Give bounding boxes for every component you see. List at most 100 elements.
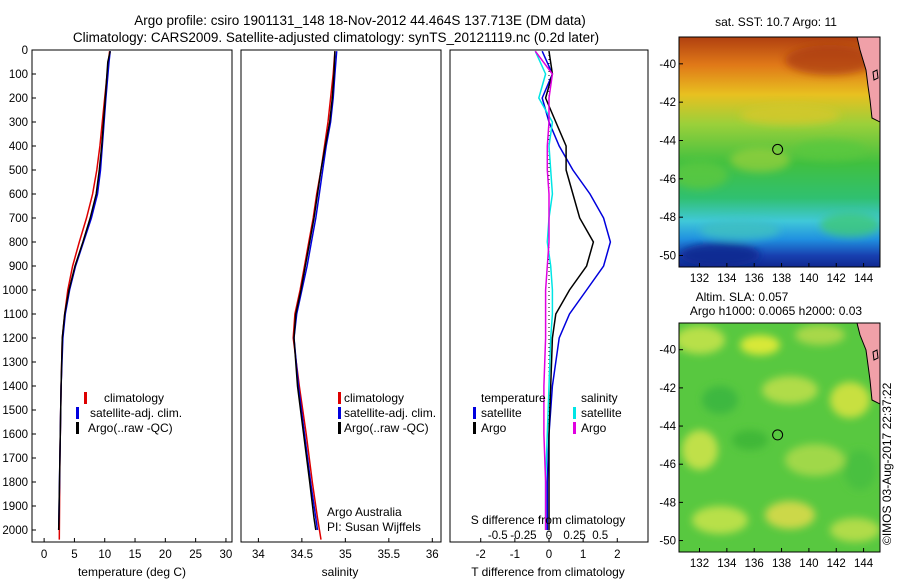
x-tick-label: 0 (41, 549, 47, 561)
map-x-tick-label: 140 (799, 273, 818, 285)
legend-climatology: climatology (104, 391, 164, 405)
legend-climatology: climatology (344, 391, 404, 405)
salinity-difference-tick-label: -0.25 (510, 530, 536, 542)
depth-tick-label: 1500 (2, 405, 28, 417)
coastline (856, 323, 880, 405)
sst-map-title: sat. SST: 10.7 Argo: 11 (715, 15, 837, 29)
depth-tick-label: 300 (9, 117, 28, 129)
temperature-profile-lines (57, 51, 111, 540)
legend-satellite-swatch (76, 407, 79, 419)
depth-tick-label: 1600 (2, 429, 28, 441)
salinity-axis-label: salinity (322, 565, 359, 579)
map-x-tick-label: 140 (799, 558, 818, 570)
legend-sal-argo: Argo (581, 421, 607, 435)
difference-legend: temperature salinity satellite Argo sate… (473, 391, 622, 435)
x-tick-label: -2 (476, 549, 486, 561)
sst-texture (679, 45, 880, 267)
legend-argo: Argo(..raw -QC) (88, 421, 173, 435)
argo-location-marker (772, 143, 784, 155)
x-tick-label: 35.5 (378, 549, 400, 561)
legend-sal-argo-swatch (573, 422, 576, 434)
sla-map-panel: Altim. SLA: 0.057 Argo h1000: 0.0065 h20… (659, 290, 881, 570)
legend-climatology-swatch (338, 392, 341, 404)
map-x-tick-label: 136 (745, 558, 764, 570)
map-x-tick-label: 142 (827, 558, 846, 570)
credit-pi-name: PI: Susan Wijffels (327, 520, 421, 534)
x-tick-label: 0 (546, 549, 552, 561)
difference-profile-lines (534, 50, 612, 530)
map-y-tick-label: -44 (659, 136, 676, 148)
salinity-panel: 34 34.5 35 35.5 36 salinity climatology sate… (240, 49, 442, 579)
sla-map-title-line2: Argo h1000: 0.0065 h2000: 0.03 (690, 304, 862, 318)
depth-tick-label: 1800 (2, 477, 28, 489)
map-x-tick-label: 134 (717, 273, 737, 285)
salinity-difference-tick-label: -0.5 (488, 530, 508, 542)
series-line-argo-raw-qc (293, 51, 336, 531)
temperature-panel: 0100200300400500600700800900100011001200… (2, 45, 233, 579)
x-tick-label: 30 (220, 549, 233, 561)
map-x-tick-label: 142 (827, 273, 846, 285)
sla-texture (679, 325, 880, 542)
legend-header-salinity: salinity (581, 391, 618, 405)
map-y-tick-label: -48 (659, 497, 676, 509)
map-y-tick-label: -50 (659, 251, 676, 263)
t-difference-label: T difference from climatology (471, 565, 625, 579)
temperature-legend: climatology satellite-adj. clim. Argo(..… (76, 391, 182, 435)
x-tick-label: 34.5 (291, 549, 313, 561)
salinity-x-axis: 34 34.5 35 35.5 36 (252, 538, 439, 561)
difference-panel: -2 -1 0 1 2 S difference from climatology -0… (449, 49, 649, 579)
series-line-climatology (292, 51, 336, 540)
legend-sal-satellite: satellite (581, 406, 622, 420)
salinity-difference-tick-label: 0.25 (563, 530, 585, 542)
map-y-tick-label: -42 (659, 97, 676, 109)
depth-tick-label: 200 (9, 93, 28, 105)
x-tick-label: 25 (189, 549, 202, 561)
salinity-difference-tick-label: 0.5 (592, 530, 608, 542)
legend-argo: Argo(..raw -QC) (344, 421, 429, 435)
temperature-axis-label: temperature (deg C) (78, 565, 186, 579)
depth-tick-label: 1100 (3, 309, 28, 321)
legend-temp-argo: Argo (481, 421, 507, 435)
figure-title-line1: Argo profile: csiro 1901131_148 18-Nov-2… (134, 13, 586, 28)
sla-map-axes: 132 134 136 138 140 142 144 -40 -42 -44 -46 -48 -50 (659, 345, 873, 570)
map-x-tick-label: 132 (690, 273, 709, 285)
temperature-x-axis: 0 5 10 15 20 25 30 (41, 538, 232, 561)
depth-tick-label: 1200 (2, 333, 28, 345)
difference-x-axis: -2 -1 0 1 2 (476, 538, 620, 561)
temperature-plot-frame (31, 49, 233, 543)
depth-tick-label: 400 (9, 141, 28, 153)
map-x-tick-label: 134 (717, 558, 737, 570)
legend-satellite: satellite-adj. clim. (90, 406, 182, 420)
credit-argo-australia: Argo Australia (327, 505, 402, 519)
depth-tick-label: 1300 (2, 357, 28, 369)
x-tick-label: 34 (252, 549, 265, 561)
map-y-tick-label: -46 (659, 459, 676, 471)
series-line-salinity-satellite (534, 50, 554, 530)
x-tick-label: 5 (71, 549, 77, 561)
sst-map-panel: sat. SST: 10.7 Argo: 11 132 134 136 138 140 1… (659, 15, 881, 285)
legend-header-temperature: temperature (481, 391, 546, 405)
legend-climatology-swatch (84, 392, 87, 404)
depth-tick-label: 1900 (2, 501, 28, 513)
x-tick-label: 10 (98, 549, 111, 561)
legend-argo-swatch (76, 422, 79, 434)
map-y-tick-label: -46 (659, 174, 676, 186)
salinity-difference-tick-label: 0 (546, 530, 552, 542)
island-outline (872, 349, 879, 361)
legend-satellite: satellite-adj. clim. (344, 406, 436, 420)
map-y-tick-label: -44 (659, 421, 676, 433)
map-x-tick-label: 144 (854, 273, 874, 285)
series-line-temperature-satellite (541, 50, 612, 530)
s-difference-label: S difference from climatology (471, 513, 626, 527)
map-x-tick-label: 138 (772, 273, 791, 285)
depth-tick-label: 2000 (2, 525, 28, 537)
depth-tick-label: 900 (9, 261, 28, 273)
figure-title-line2: Climatology: CARS2009. Satellite-adjuste… (73, 30, 599, 45)
depth-tick-label: 1400 (2, 381, 28, 393)
series-line-temperature-argo (544, 51, 595, 530)
depth-tick-label: 700 (9, 213, 28, 225)
legend-sal-satellite-swatch (573, 407, 576, 419)
salinity-legend: climatology satellite-adj. clim. Argo(..… (338, 391, 436, 435)
legend-temp-satellite-swatch (473, 407, 476, 419)
